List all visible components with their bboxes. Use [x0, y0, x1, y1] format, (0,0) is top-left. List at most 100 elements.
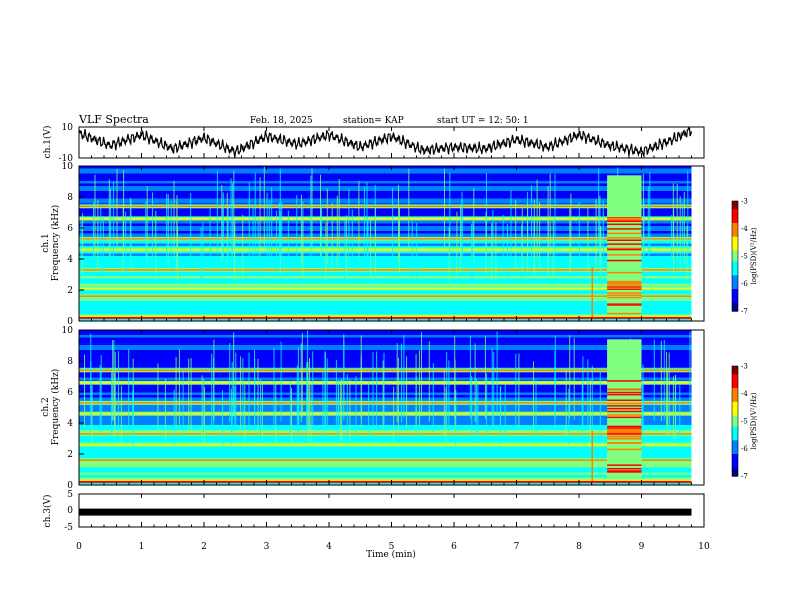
ch1-colorbar-cell: [732, 234, 738, 238]
ch2-spec-ytick-6: 6: [67, 388, 73, 398]
ch3-ylabel: ch.3(V): [42, 495, 53, 528]
ch1-colorbar-tick--6: -6: [741, 280, 748, 288]
ch2-colorbar-cell: [732, 454, 738, 458]
ch1-ytick-bottom: -10: [59, 154, 74, 164]
ch1-colorbar-tick--4: -4: [741, 225, 748, 233]
ch1-colorbar-cell: [732, 278, 738, 282]
ch1-colorbar-cell: [732, 272, 738, 276]
ch1-colorbar-cell: [732, 239, 738, 243]
ch1-colorbar-cell: [732, 212, 738, 216]
date-label: Feb. 18, 2025: [250, 116, 313, 126]
ch1-colorbar-cell: [732, 209, 738, 213]
ch2-colorbar-cell: [732, 467, 738, 472]
ch2-colorbar-cell: [732, 371, 738, 375]
ch1-colorbar-cell: [732, 289, 738, 293]
ch1-colorbar-cell: [732, 203, 738, 208]
ch2-colorbar-cell: [732, 437, 738, 441]
x-tick-label-1: 1: [139, 542, 145, 552]
ch2-colorbar-cell: [732, 429, 738, 433]
ch2-colorbar-cell: [732, 448, 738, 452]
ch1-spec-ytick-10: 10: [62, 162, 74, 172]
ch1-colorbar-cell: [732, 217, 738, 221]
ch2-colorbar-cell: [732, 426, 738, 430]
ch2-colorbar-tick--3: -3: [741, 363, 748, 371]
ch1-colorbar-cell: [732, 225, 738, 230]
ch1-colorbar-tick--7: -7: [741, 308, 748, 316]
ch1-colorbar-cell: [732, 267, 738, 271]
ch1-spec-ytick-0: 0: [67, 317, 73, 327]
ch2-colorbar-cell: [732, 404, 738, 408]
ch1-colorbar-cell: [732, 286, 738, 290]
ch2-colorbar-cell: [732, 396, 738, 400]
ch1-colorbar-label: log(PSD)(V²/Hz): [750, 227, 758, 284]
ch2-colorbar-tick--5: -5: [741, 418, 748, 426]
ch1-spec-ytick-2: 2: [67, 286, 73, 296]
ch2-colorbar-cell: [732, 470, 738, 474]
station-label: station= KAP: [343, 116, 404, 126]
ch1-ylabel: ch.1(V): [42, 126, 53, 159]
ch2-spec-ylabel-channel: ch.2: [41, 397, 51, 416]
ch2-colorbar-cell: [732, 462, 738, 466]
ch2-spec-ytick-2: 2: [67, 450, 73, 460]
ch2-colorbar-cell: [732, 393, 738, 397]
ch1-spec-ylabel-channel: ch.1: [41, 233, 51, 252]
x-tick-label-9: 9: [639, 542, 645, 552]
x-tick-marks: [78, 127, 705, 527]
ch1-colorbar-tick--5: -5: [741, 253, 748, 261]
ch1-colorbar-cell: [732, 275, 738, 279]
ch3-ytick-top: 5: [67, 490, 73, 500]
ch1-spectrogram-image: [79, 166, 692, 322]
ch2-colorbar-cell: [732, 401, 738, 406]
ch2-colorbar-cell: [732, 407, 738, 411]
ch2-colorbar-cell: [732, 399, 738, 403]
ch2-spectrogram-image: [79, 330, 692, 486]
ch2-colorbar-cell: [732, 410, 738, 414]
ch1-colorbar-cell: [732, 297, 738, 301]
ch1-waveform-panel: 10 -10 ch.1(V): [42, 123, 705, 164]
x-tick-label-10: 10: [698, 542, 710, 552]
start-time-label: start UT = 12: 50: 1: [437, 116, 529, 126]
ch1-colorbar-cell: [732, 236, 738, 241]
ch2-spec-ytick-8: 8: [67, 357, 73, 367]
ch2-colorbar-cell: [732, 434, 738, 439]
ch2-colorbar-cell: [732, 473, 738, 477]
ch1-colorbar-cell: [732, 256, 738, 260]
x-tick-label-8: 8: [576, 542, 582, 552]
x-tick-label-6: 6: [451, 542, 457, 552]
ch2-colorbar-cell: [732, 374, 738, 378]
ch2-colorbar-cell: [732, 451, 738, 455]
ch2-colorbar-label: log(PSD)(V²/Hz): [750, 392, 758, 449]
ch1-spec-ytick-8: 8: [67, 193, 73, 203]
ch1-colorbar-cell: [732, 283, 738, 287]
ch3-ytick-mid: 0: [67, 506, 73, 516]
ch3-waveform-panel: 5 0 -5 ch.3(V): [42, 490, 705, 533]
ch2-colorbar-cell: [732, 377, 738, 381]
ch2-colorbar-cell: [732, 440, 738, 444]
ch1-colorbar: -3 -4 -5 -6 -7 log(PSD)(V²/Hz): [731, 198, 758, 316]
ch1-colorbar-cell: [732, 291, 738, 296]
ch2-colorbar-cell: [732, 459, 738, 463]
ch3-waveform-line: [79, 508, 692, 516]
ch2-spec-ytick-4: 4: [67, 419, 73, 429]
x-tick-label-7: 7: [514, 542, 520, 552]
ch1-colorbar-cell: [732, 308, 738, 312]
ch2-colorbar-cell: [732, 412, 738, 417]
ch1-colorbar-cell: [732, 231, 738, 235]
ch2-colorbar: -3 -4 -5 -6 -7 log(PSD)(V²/Hz): [731, 363, 758, 481]
ch1-colorbar-cell: [732, 258, 738, 263]
ch2-colorbar-cell: [732, 423, 738, 428]
ch1-colorbar-tick--3: -3: [741, 198, 748, 206]
ch1-ytick-top: 10: [62, 123, 74, 133]
x-axis-label: Time (min): [366, 549, 416, 560]
ch2-colorbar-tick--4: -4: [741, 390, 748, 398]
ch2-colorbar-tick--7: -7: [741, 473, 748, 481]
ch1-spec-ytick-6: 6: [67, 224, 73, 234]
ch1-colorbar-frame: [731, 200, 739, 312]
ch2-spectrogram-panel: 0 2 4 6 8 10 ch.2 Frequency (kHz): [41, 326, 705, 491]
ch2-colorbar-cell: [732, 379, 738, 384]
ch1-colorbar-cell: [732, 228, 738, 232]
ch1-colorbar-cell: [732, 223, 738, 227]
ch1-colorbar-cell: [732, 302, 738, 307]
ch2-colorbar-tick--6: -6: [741, 445, 748, 453]
x-tick-label-2: 2: [201, 542, 207, 552]
